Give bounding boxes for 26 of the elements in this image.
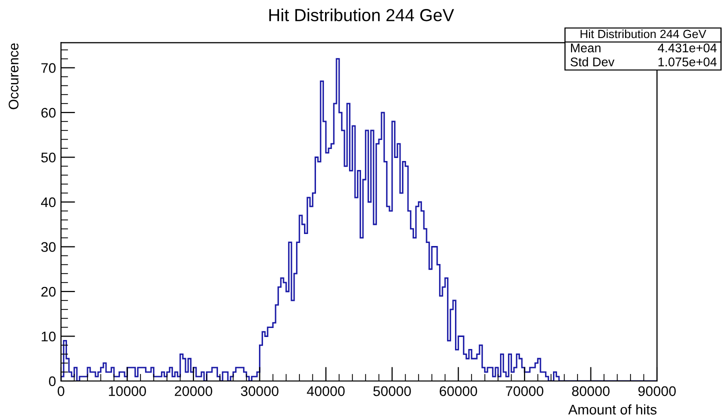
annotation: Mean bbox=[571, 44, 600, 52]
x-tick-label: 0 bbox=[58, 386, 64, 396]
x-tick-label: 10000 bbox=[108, 386, 146, 396]
y-tick-label: 70 bbox=[41, 63, 56, 73]
x-tick-label: 40000 bbox=[306, 386, 345, 396]
y-tick-label: 20 bbox=[41, 286, 56, 297]
x-tick-label: 30000 bbox=[240, 386, 278, 396]
x-tick-label: 90000 bbox=[638, 386, 676, 396]
annotation: Std Dev bbox=[570, 57, 614, 66]
y-axis-title: Occurence bbox=[8, 43, 18, 110]
y-tick-label: 60 bbox=[41, 108, 56, 118]
y-tick-label: 50 bbox=[41, 152, 56, 162]
y-tick-label: 0 bbox=[48, 376, 56, 386]
x-tick-label: 80000 bbox=[572, 386, 610, 396]
x-tick-label: 20000 bbox=[174, 386, 212, 396]
y-tick-label: 40 bbox=[41, 197, 56, 208]
y-tick-label: 30 bbox=[41, 242, 56, 252]
x-tick-label: 70000 bbox=[506, 386, 544, 396]
x-axis-title: Amount of hits bbox=[568, 404, 657, 415]
y-tick-label: 10 bbox=[42, 332, 56, 342]
text: 4.431e+04 bbox=[658, 44, 717, 52]
text: Hit Distribution 244 GeV bbox=[580, 30, 706, 38]
x-tick-label: 50000 bbox=[373, 386, 411, 396]
chart-title: Hit Distribution 244 GeV bbox=[269, 8, 454, 22]
text: 1.075e+04 bbox=[658, 58, 717, 66]
x-tick-label: 60000 bbox=[440, 386, 478, 396]
